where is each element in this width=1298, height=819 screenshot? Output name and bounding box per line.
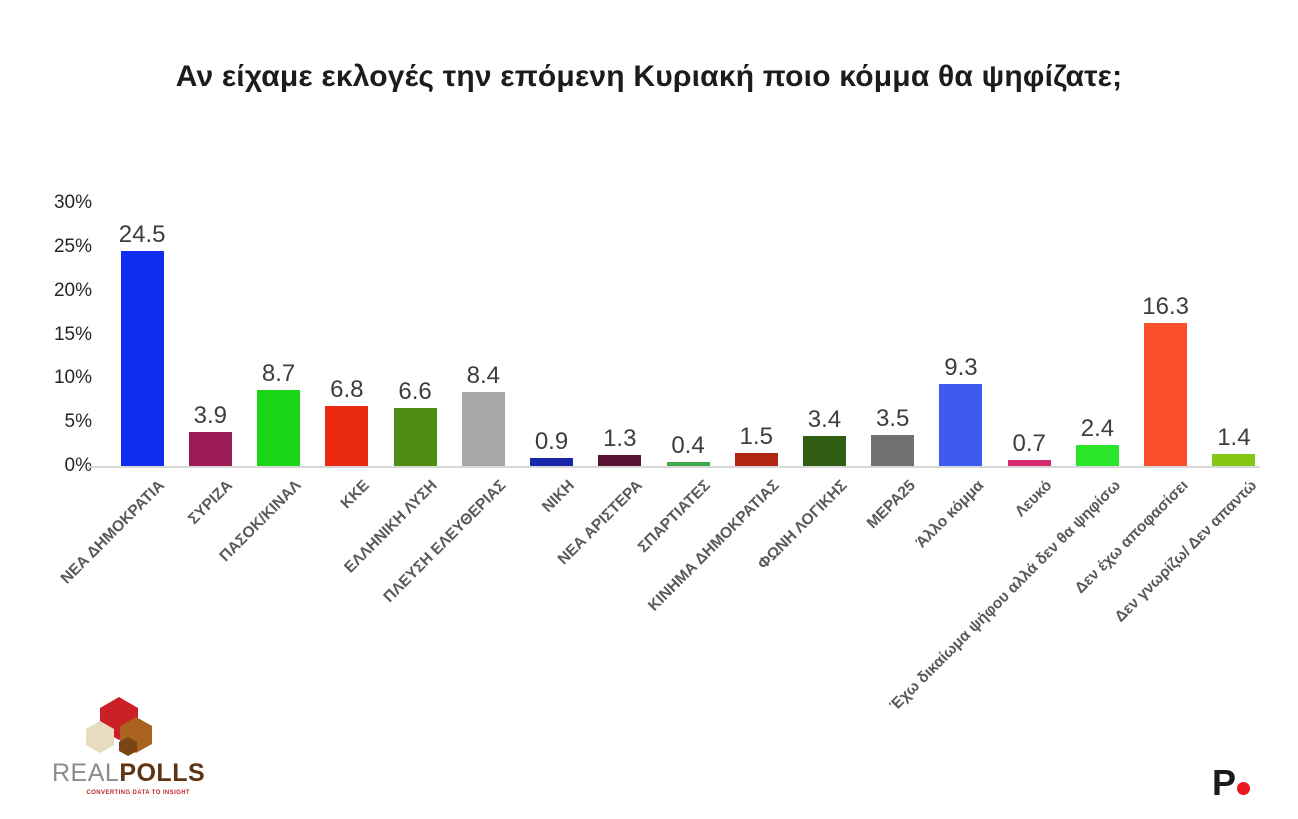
y-axis-tick: 0% [64,455,92,476]
chart-title: Αν είχαμε εκλογές την επόμενη Κυριακή πο… [175,60,1123,93]
bar-value-label: 1.3 [603,424,637,452]
bar [1212,453,1256,466]
x-axis-label: Άλλο κόμμα [912,477,987,552]
x-axis-label: Δεν έχω αποφασίσει [1071,477,1192,597]
realpolls-wordmark: REALPOLLS [52,759,205,788]
pulse-p-logo: P [1212,765,1250,801]
realpolls-tagline: CONVERTING DATA TO INSIGHT [86,790,190,796]
x-axis-label: ΚΙΝΗΜΑ ΔΗΜΟΚΡΑΤΙΑΣ [644,477,783,615]
bar [871,435,915,466]
x-axis-label: ΝΕΑ ΔΗΜΟΚΡΑΤΙΑ [57,477,169,588]
bar [1144,323,1188,466]
bar-value-label: 3.5 [876,405,910,433]
x-axis-label: Έχω δικαίωμα ψήφου αλλά δεν θα ψηφίσω [885,477,1124,715]
x-axis-label: Δεν γνωρίζω/ Δεν απαντώ [1111,477,1260,626]
bar [530,458,574,466]
bar [188,431,232,466]
bar-value-label: 1.5 [739,422,773,450]
bar [1007,459,1051,466]
bar-value-label: 3.9 [193,401,228,429]
bar-value-label: 8.4 [466,362,500,390]
x-axis-label: ΠΛΕΥΣΗ ΕΛΕΥΘΕΡΙΑΣ [380,477,510,606]
bar [325,406,369,466]
y-axis-tick: 15% [53,323,92,345]
x-axis-label: ΜΕΡΑ25 [863,477,919,533]
bar [461,392,505,466]
p-logo-letter: P [1211,762,1236,803]
bar [939,384,983,466]
bar-value-label: 2.4 [1080,414,1115,442]
x-axis-label: ΣΥΡΙΖΑ [185,477,237,528]
bar-value-label: 1.4 [1217,423,1251,451]
realpolls-cube-icon [86,697,152,756]
bar-value-label: 0.7 [1012,429,1046,457]
bar-value-label: 6.6 [398,378,432,406]
bar [734,452,778,466]
bar-value-label: 3.4 [807,406,842,434]
bar [120,251,164,466]
realpolls-real-text: REAL [52,759,120,787]
bar-value-label: 0.4 [671,432,705,460]
bar [393,408,437,466]
p-logo-red-dot-icon [1237,782,1250,795]
bar [257,389,301,466]
y-axis-tick: 10% [53,367,92,389]
x-axis-label: ΝΙΚΗ [538,477,578,516]
bar-value-label: 0.9 [534,428,569,456]
y-axis-tick: 25% [53,235,92,257]
bar [598,454,642,466]
bar-value-label: 6.8 [330,376,364,404]
bar-value-label: 16.3 [1142,293,1189,321]
x-axis-line [88,466,1260,468]
bar [666,462,710,466]
y-axis-tick: 30% [53,192,92,213]
bar-value-label: 8.7 [261,359,296,387]
y-axis-tick: 20% [53,279,92,301]
realpolls-polls-text: POLLS [119,759,206,787]
x-axis-label: Λευκό [1011,477,1056,521]
x-axis-label: ΚΚΕ [337,477,373,513]
bar-value-label: 24.5 [118,221,166,249]
bar [1075,444,1119,466]
realpolls-logo: REALPOLLS CONVERTING DATA TO INSIGHT [52,695,205,796]
bar [802,436,846,466]
bar-value-label: 9.3 [944,354,978,382]
y-axis-tick: 5% [64,411,92,433]
